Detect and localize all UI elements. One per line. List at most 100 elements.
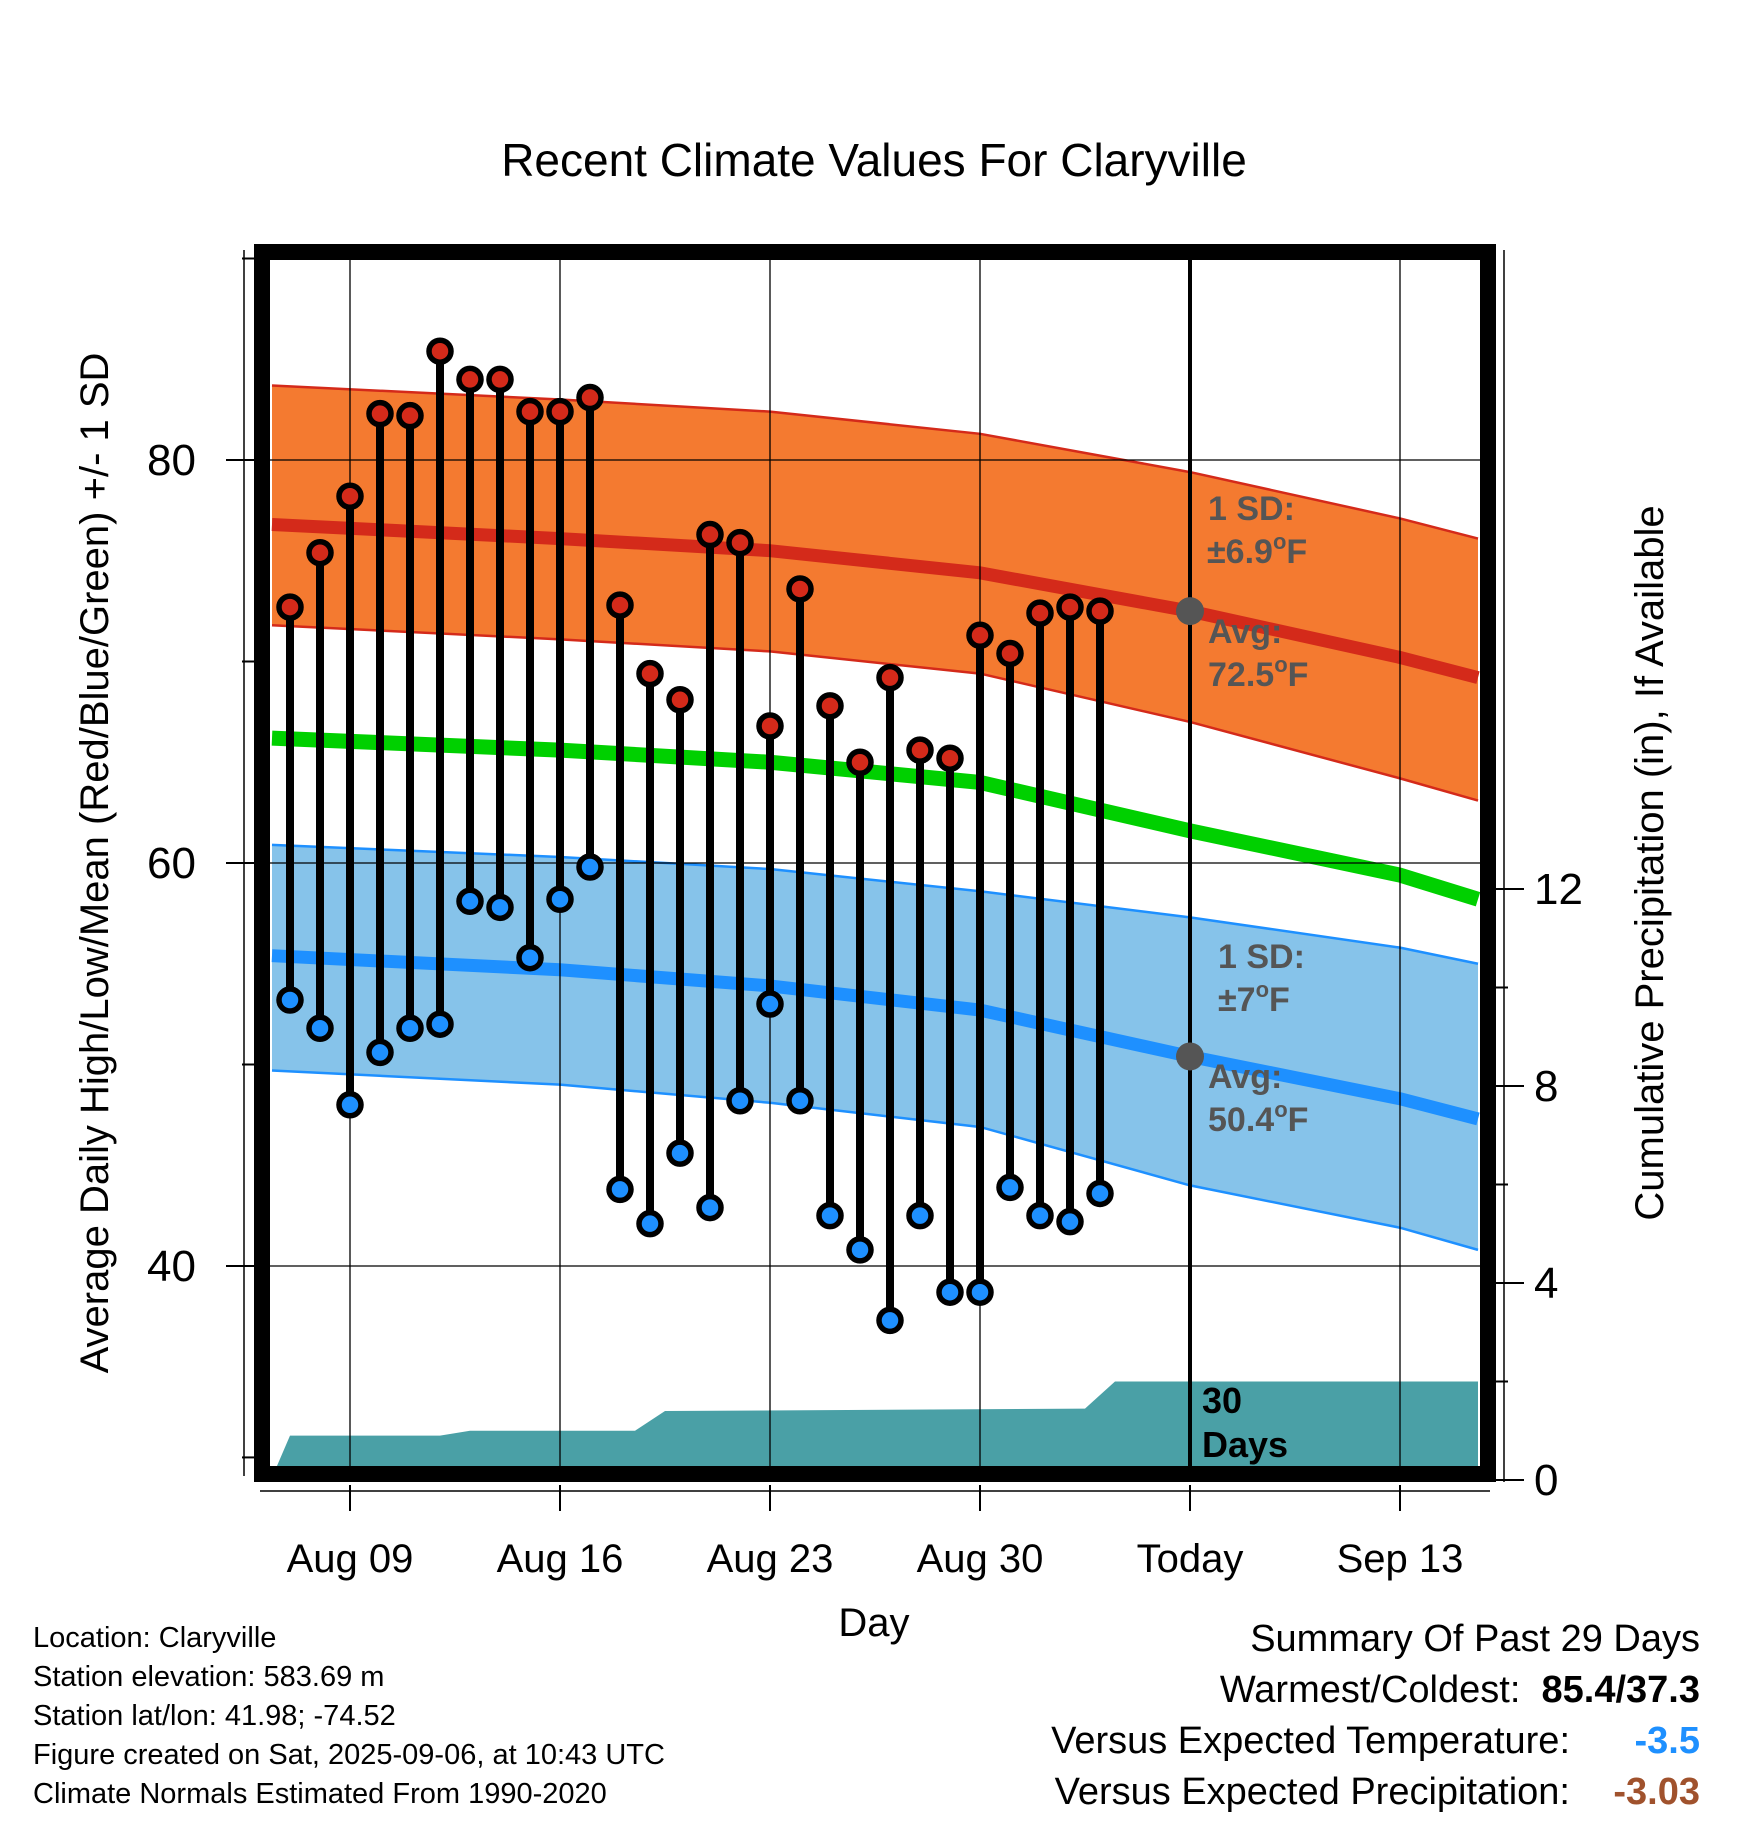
daily-low-point	[276, 986, 304, 1014]
versus-temp-label: Versus Expected Temperature:	[1051, 1720, 1570, 1762]
y2-axis-label: Cumulative Precipitation (in), If Availa…	[1628, 505, 1672, 1220]
daily-low-point	[1086, 1179, 1114, 1208]
plot-area	[262, 252, 1488, 1474]
y2-tick-label: 8	[1534, 1062, 1558, 1111]
warmest-coldest-value: 85.4/37.3	[1541, 1669, 1700, 1711]
footer-normals: Climate Normals Estimated From 1990-2020	[33, 1778, 607, 1810]
daily-high-point	[1056, 593, 1084, 621]
daily-high-point	[576, 383, 604, 412]
daily-low-point	[486, 893, 514, 922]
plot-frame	[254, 244, 1496, 1482]
daily-low-point	[966, 1278, 994, 1306]
warmest-coldest-label: Warmest/Coldest:	[1219, 1669, 1521, 1711]
y-tick-label: 60	[147, 839, 196, 888]
high-avg-value: 72.5oF	[1208, 652, 1308, 694]
daily-high-point	[846, 748, 874, 776]
daily-high-point	[456, 365, 484, 394]
daily-low-point	[846, 1236, 874, 1264]
daily-high-point	[546, 397, 574, 426]
daily-high-point	[786, 575, 814, 603]
daily-low-point	[546, 885, 574, 914]
x-tick-label: Aug 09	[287, 1537, 414, 1581]
high-avg-label: Avg:	[1208, 613, 1282, 651]
y2-tick-label: 0	[1534, 1456, 1558, 1505]
daily-high-point	[726, 528, 754, 557]
daily-low-point	[426, 1010, 454, 1038]
daily-low-point	[576, 853, 604, 881]
daily-high-point	[906, 736, 934, 764]
footer-elevation: Station elevation: 583.69 m	[33, 1661, 385, 1693]
versus-precip-value: -3.03	[1613, 1771, 1700, 1813]
low-sd-band	[272, 844, 1478, 1250]
daily-low-point	[696, 1193, 724, 1222]
high-sd-value: ±6.9oF	[1207, 529, 1307, 571]
today-low-avg-marker	[1176, 1042, 1204, 1071]
daily-high-point	[666, 686, 694, 714]
daily-high-point	[966, 621, 994, 650]
daily-low-point	[1026, 1201, 1054, 1230]
daily-high-point	[486, 365, 514, 394]
low-sd-label: 1 SD:	[1218, 938, 1305, 976]
low-avg-value: 50.4oF	[1208, 1097, 1308, 1139]
y2-tick-label: 4	[1534, 1259, 1558, 1308]
daily-high-point	[696, 520, 724, 549]
daily-high-point	[396, 401, 424, 430]
x-tick-label: Sep 13	[1337, 1537, 1464, 1581]
summary-warmest-coldest: Warmest/Coldest: 85.4/37.3	[1220, 1669, 1700, 1712]
daily-high-point	[366, 399, 394, 428]
footer-location: Location: Claryville	[33, 1622, 277, 1654]
daily-low-point	[876, 1306, 904, 1335]
high-sd-band	[272, 385, 1478, 801]
daily-low-point	[396, 1014, 424, 1042]
chart-title: Recent Climate Values For Claryville	[501, 134, 1247, 186]
daily-low-point	[306, 1014, 334, 1042]
summary-versus-precip: Versus Expected Precipitation: -3.03	[1055, 1771, 1700, 1814]
daily-high-point	[426, 337, 454, 365]
y2-tick-label: 12	[1534, 865, 1583, 914]
daily-high-point	[1026, 599, 1054, 627]
daily-low-point	[516, 943, 544, 972]
high-sd-label: 1 SD:	[1208, 490, 1295, 528]
low-avg-label: Avg:	[1208, 1058, 1282, 1096]
daily-high-point	[756, 712, 784, 740]
daily-high-point	[276, 593, 304, 621]
daily-low-point	[816, 1201, 844, 1230]
daily-low-point	[366, 1038, 394, 1067]
daily-low-point	[636, 1209, 664, 1238]
daily-low-point	[996, 1173, 1024, 1202]
y-tick-label: 80	[147, 436, 196, 485]
daily-low-point	[906, 1201, 934, 1230]
y-axis-label: Average Daily High/Low/Mean (Red/Blue/Gr…	[73, 353, 117, 1374]
daily-high-point	[336, 482, 364, 511]
daily-high-point	[876, 663, 904, 692]
daily-high-point	[1086, 597, 1114, 625]
summary-title: Summary Of Past 29 Days	[1250, 1618, 1700, 1660]
versus-precip-label: Versus Expected Precipitation:	[1054, 1771, 1570, 1813]
daily-low-point	[606, 1175, 634, 1204]
daily-low-point	[726, 1087, 754, 1115]
low-sd-value: ±7oF	[1218, 977, 1290, 1019]
x-tick-label: Today	[1137, 1537, 1244, 1581]
precipitation-area	[273, 1381, 1478, 1474]
daily-high-point	[636, 659, 664, 688]
summary-versus-temp: Versus Expected Temperature: -3.5	[1051, 1720, 1700, 1763]
daily-low-point	[756, 990, 784, 1018]
x-axis-label: Day	[838, 1601, 909, 1645]
daily-high-point	[606, 591, 634, 619]
daily-high-point	[996, 639, 1024, 668]
daily-low-point	[936, 1278, 964, 1306]
daily-low-point	[666, 1139, 694, 1167]
footer-latlon: Station lat/lon: 41.98; -74.52	[33, 1700, 396, 1732]
footer-created: Figure created on Sat, 2025-09-06, at 10…	[33, 1739, 665, 1771]
daily-low-point	[336, 1091, 364, 1119]
x-tick-label: Aug 23	[707, 1537, 834, 1581]
daily-high-point	[306, 538, 334, 567]
days-label-number: 30	[1202, 1380, 1242, 1421]
y-tick-label: 40	[147, 1242, 196, 1291]
daily-low-point	[786, 1087, 814, 1115]
x-tick-label: Aug 16	[497, 1537, 624, 1581]
daily-low-point	[456, 887, 484, 916]
days-label-word: Days	[1202, 1424, 1288, 1465]
versus-temp-value: -3.5	[1634, 1720, 1700, 1762]
